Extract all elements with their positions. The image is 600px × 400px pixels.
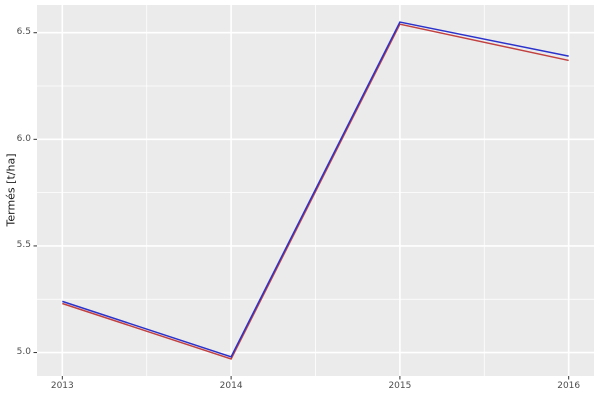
red-line [62,23,569,360]
x-tick-label: 2013 [50,381,74,391]
y-axis-title: Termés [t/ha] [4,153,18,227]
y-tick-label: 6.5 [16,27,31,38]
y-tick-label: 6.0 [16,133,31,144]
x-tick-label: 2016 [557,381,581,391]
y-tick-label: 5.0 [16,347,31,358]
blue-line [62,21,569,358]
y-tick-label: 5.5 [16,240,31,251]
x-tick-label: 2014 [219,381,243,391]
x-tick-label: 2015 [388,381,412,391]
